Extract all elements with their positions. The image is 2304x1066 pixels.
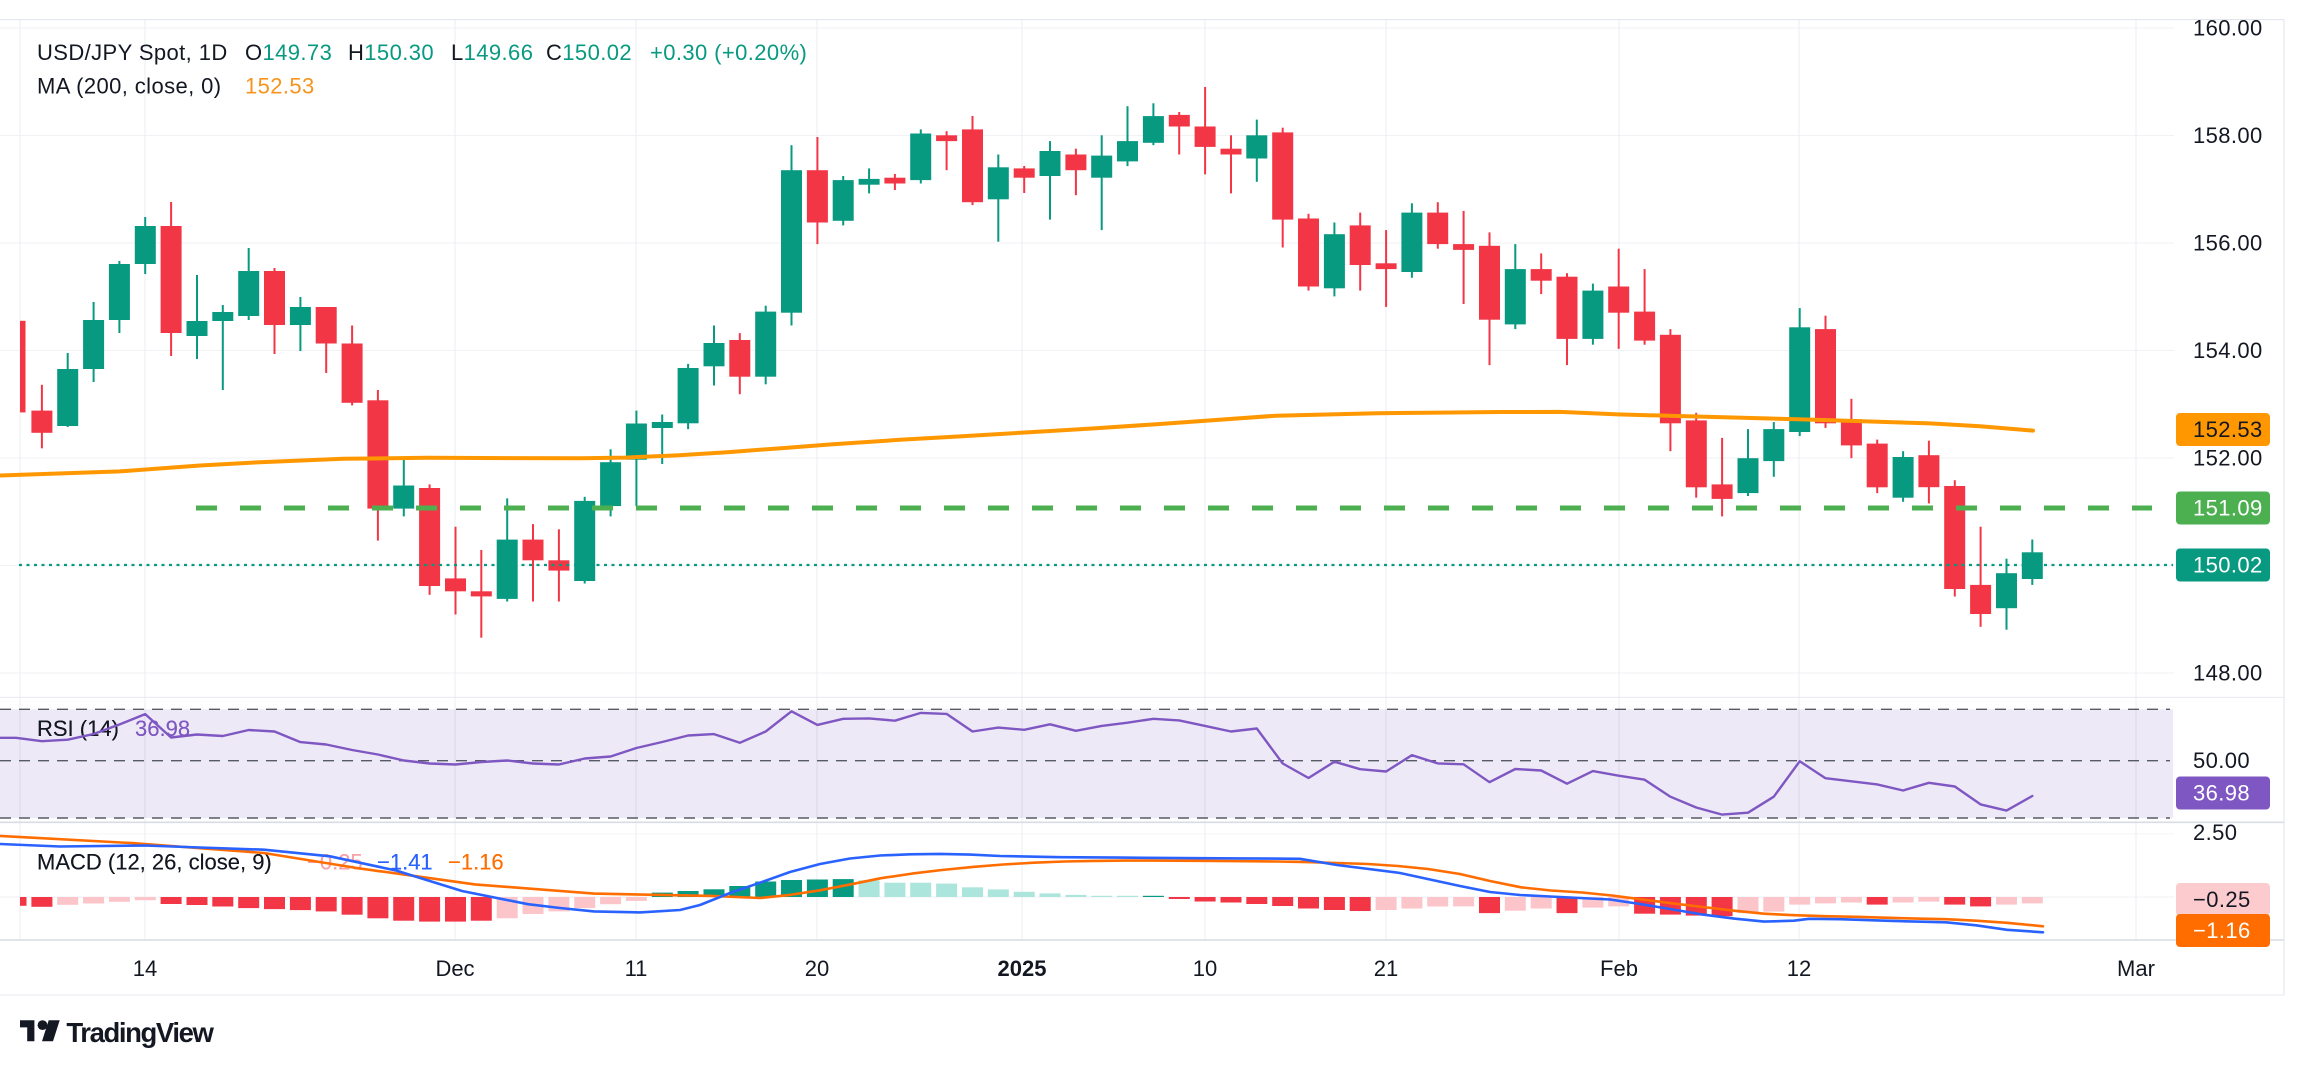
svg-text:−0.25: −0.25 [2193, 887, 2251, 912]
svg-text:12: 12 [1787, 956, 1811, 981]
svg-text:160.00: 160.00 [2193, 16, 2263, 41]
svg-text:156.00: 156.00 [2193, 231, 2263, 256]
svg-text:2.50: 2.50 [2193, 820, 2237, 845]
svg-text:154.00: 154.00 [2193, 338, 2263, 363]
svg-text:11: 11 [625, 956, 648, 981]
svg-text:RSI (14)36.98: RSI (14) 36.98 [37, 716, 190, 741]
svg-text:152.53: 152.53 [2193, 417, 2263, 442]
svg-text:Feb: Feb [1600, 956, 1638, 981]
svg-text:10: 10 [1193, 956, 1217, 981]
svg-text:2025: 2025 [998, 956, 1047, 981]
svg-text:14: 14 [133, 956, 157, 981]
svg-text:Dec: Dec [435, 956, 474, 981]
svg-text:36.98: 36.98 [2193, 781, 2250, 806]
svg-text:Mar: Mar [2117, 956, 2155, 981]
svg-text:50.00: 50.00 [2193, 748, 2250, 773]
svg-text:158.00: 158.00 [2193, 123, 2263, 148]
svg-text:151.09: 151.09 [2193, 496, 2263, 521]
svg-text:20: 20 [805, 956, 829, 981]
svg-text:MA (200, close, 0)152.53: MA (200, close, 0) 152.53 [37, 74, 315, 99]
svg-text:150.02: 150.02 [2193, 553, 2263, 578]
svg-text:TradingView: TradingView [66, 1017, 214, 1048]
svg-text:21: 21 [1374, 956, 1398, 981]
svg-text:−1.16: −1.16 [2193, 918, 2251, 943]
svg-text:152.00: 152.00 [2193, 446, 2263, 471]
svg-text:148.00: 148.00 [2193, 661, 2263, 686]
